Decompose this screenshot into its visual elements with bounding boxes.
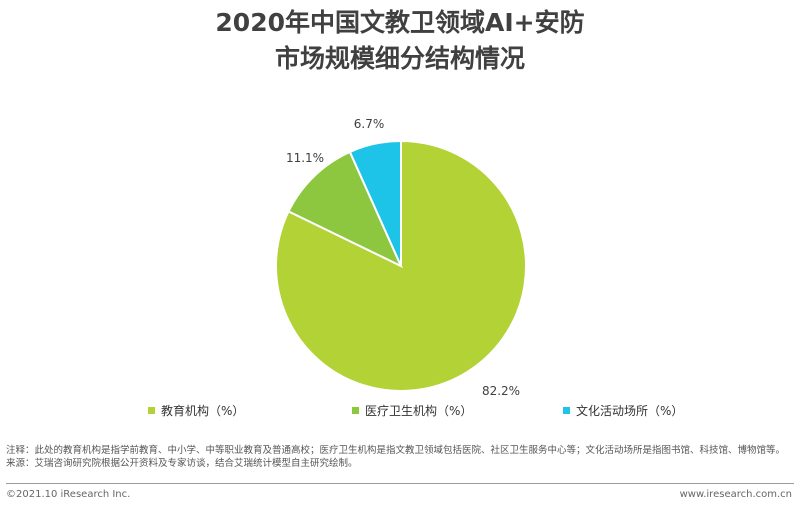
website-text: www.iresearch.com.cn — [679, 489, 792, 500]
legend-swatch-education — [148, 407, 155, 414]
legend-item-education: 教育机构（%） — [148, 402, 244, 419]
data-label-culture: 6.7% — [354, 117, 385, 131]
source-text: 来源：艾瑞咨询研究院根据公开资料及专家访谈，结合艾瑞统计模型自主研究绘制。 — [6, 458, 358, 469]
pie-slice-culture — [348, 139, 402, 267]
legend-swatch-medical — [352, 407, 359, 414]
pie-slice-education — [275, 139, 527, 392]
pie-chart: 82.2% 11.1% 6.7% — [275, 117, 527, 398]
legend-item-medical: 医疗卫生机构（%） — [352, 402, 472, 419]
copyright-text: ©2021.10 iResearch Inc. — [6, 489, 131, 500]
legend-label-culture: 文化活动场所（%） — [576, 404, 684, 418]
legend-label-education: 教育机构（%） — [161, 404, 245, 418]
footer-divider — [6, 483, 794, 484]
legend-item-culture: 文化活动场所（%） — [563, 402, 683, 419]
legend-label-medical: 医疗卫生机构（%） — [365, 404, 473, 418]
data-label-medical: 11.1% — [286, 151, 324, 165]
data-label-education: 82.2% — [482, 384, 520, 398]
note-text: 注释：此处的教育机构是指学前教育、中小学、中等职业教育及普通高校；医疗卫生机构是… — [6, 445, 786, 456]
chart-legend: 教育机构（%） 医疗卫生机构（%） 文化活动场所（%） — [0, 402, 800, 422]
chart-notes: 注释：此处的教育机构是指学前教育、中小学、中等职业教育及普通高校；医疗卫生机构是… — [6, 444, 796, 470]
chart-title-line-1: 2020年中国文教卫领域AI+安防 — [215, 8, 585, 37]
legend-swatch-culture — [563, 407, 570, 414]
chart-title-line-2: 市场规模细分结构情况 — [274, 44, 525, 73]
pie-slice-medical — [287, 150, 404, 269]
